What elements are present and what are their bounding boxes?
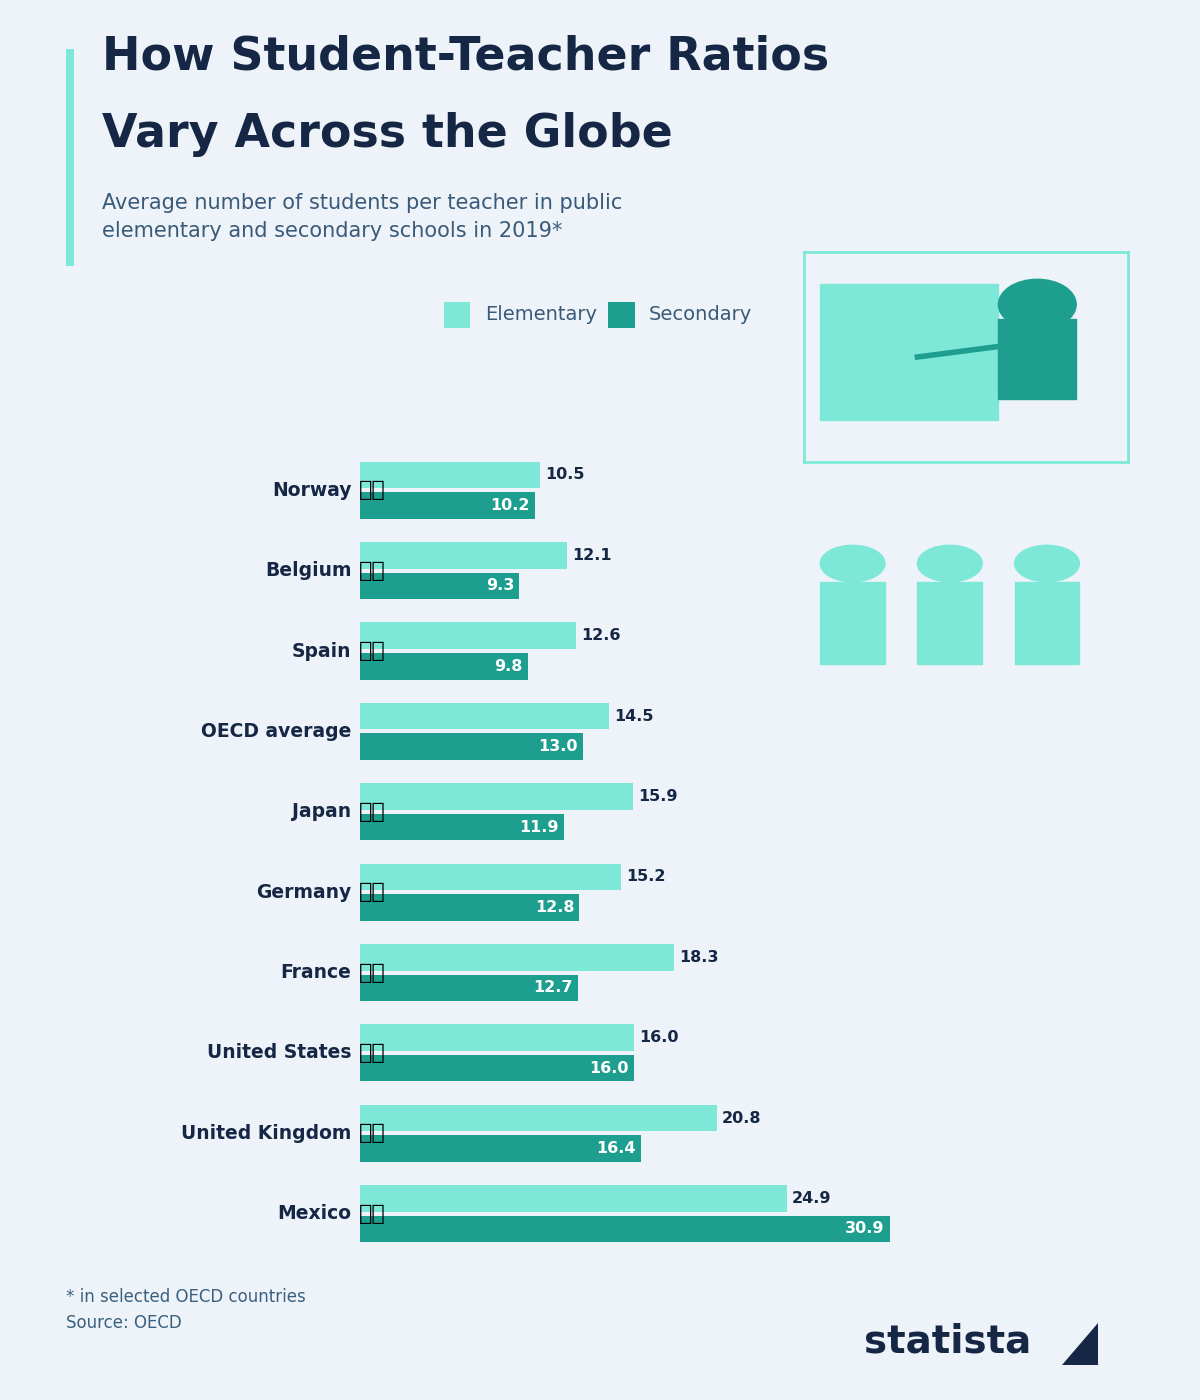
Text: 🇫🇷: 🇫🇷 <box>359 963 386 983</box>
Bar <box>821 582 886 664</box>
Text: Norway: Norway <box>272 480 352 500</box>
Bar <box>918 582 983 664</box>
Text: 13.0: 13.0 <box>539 739 577 755</box>
Circle shape <box>998 280 1076 330</box>
Bar <box>360 974 577 1001</box>
Text: United States: United States <box>206 1043 352 1063</box>
Bar <box>360 944 673 970</box>
Text: 16.4: 16.4 <box>596 1141 636 1156</box>
Text: 9.8: 9.8 <box>494 659 523 673</box>
Bar <box>360 895 580 921</box>
Text: statista: statista <box>864 1323 1031 1361</box>
Text: United Kingdom: United Kingdom <box>181 1124 352 1142</box>
Text: 🇯🇵: 🇯🇵 <box>359 802 386 822</box>
Bar <box>360 1135 641 1162</box>
Text: 🇬🇧: 🇬🇧 <box>359 1123 386 1144</box>
Text: 18.3: 18.3 <box>679 949 719 965</box>
Text: 30.9: 30.9 <box>845 1221 884 1236</box>
Bar <box>360 623 576 650</box>
Text: 16.0: 16.0 <box>589 1061 629 1075</box>
Bar <box>360 734 583 760</box>
Text: 24.9: 24.9 <box>792 1191 832 1205</box>
Circle shape <box>1015 545 1080 582</box>
Text: 15.2: 15.2 <box>625 869 665 885</box>
Text: 14.5: 14.5 <box>613 708 653 724</box>
Text: OECD average: OECD average <box>202 722 352 741</box>
Bar <box>1015 582 1080 664</box>
Text: 🇧🇪: 🇧🇪 <box>359 560 386 581</box>
Bar <box>998 319 1076 399</box>
Text: 12.8: 12.8 <box>535 900 575 916</box>
Text: * in selected OECD countries
Source: OECD: * in selected OECD countries Source: OEC… <box>66 1288 306 1333</box>
Text: France: France <box>281 963 352 981</box>
Bar <box>821 283 998 420</box>
Text: 🇳🇴: 🇳🇴 <box>359 480 386 500</box>
Text: 10.5: 10.5 <box>545 468 584 483</box>
Text: 🇪🇸: 🇪🇸 <box>359 641 386 661</box>
Bar <box>360 864 620 890</box>
Text: 16.0: 16.0 <box>640 1030 679 1046</box>
Text: Germany: Germany <box>256 882 352 902</box>
Circle shape <box>918 545 982 582</box>
Text: Japan: Japan <box>293 802 352 822</box>
Text: Mexico: Mexico <box>277 1204 352 1224</box>
Text: Vary Across the Globe: Vary Across the Globe <box>102 112 673 157</box>
Text: How Student-Teacher Ratios: How Student-Teacher Ratios <box>102 35 829 80</box>
Text: 20.8: 20.8 <box>721 1110 761 1126</box>
Text: 🇩🇪: 🇩🇪 <box>359 882 386 902</box>
Text: 9.3: 9.3 <box>486 578 515 594</box>
Bar <box>360 542 568 568</box>
Bar <box>360 813 564 840</box>
Text: 12.6: 12.6 <box>581 629 620 643</box>
Bar <box>360 652 528 679</box>
Bar <box>360 1025 635 1051</box>
Text: Belgium: Belgium <box>265 561 352 580</box>
Bar <box>360 783 632 809</box>
Circle shape <box>821 545 886 582</box>
Bar <box>360 1186 787 1212</box>
Bar <box>360 462 540 489</box>
Bar <box>360 1056 635 1081</box>
Bar <box>360 493 535 519</box>
Text: 15.9: 15.9 <box>637 790 677 804</box>
Text: Spain: Spain <box>292 641 352 661</box>
Text: Average number of students per teacher in public
elementary and secondary school: Average number of students per teacher i… <box>102 193 623 241</box>
Bar <box>360 1215 889 1242</box>
Text: 10.2: 10.2 <box>491 498 529 512</box>
Text: 12.1: 12.1 <box>572 547 612 563</box>
Text: Elementary: Elementary <box>485 305 596 325</box>
Bar <box>360 1105 716 1131</box>
Bar <box>360 703 608 729</box>
Bar <box>360 573 520 599</box>
Text: 🇺🇸: 🇺🇸 <box>359 1043 386 1063</box>
Text: 11.9: 11.9 <box>520 819 559 834</box>
Text: 🇲🇽: 🇲🇽 <box>359 1204 386 1224</box>
Text: Secondary: Secondary <box>649 305 752 325</box>
Polygon shape <box>1062 1323 1098 1365</box>
Text: 12.7: 12.7 <box>533 980 572 995</box>
